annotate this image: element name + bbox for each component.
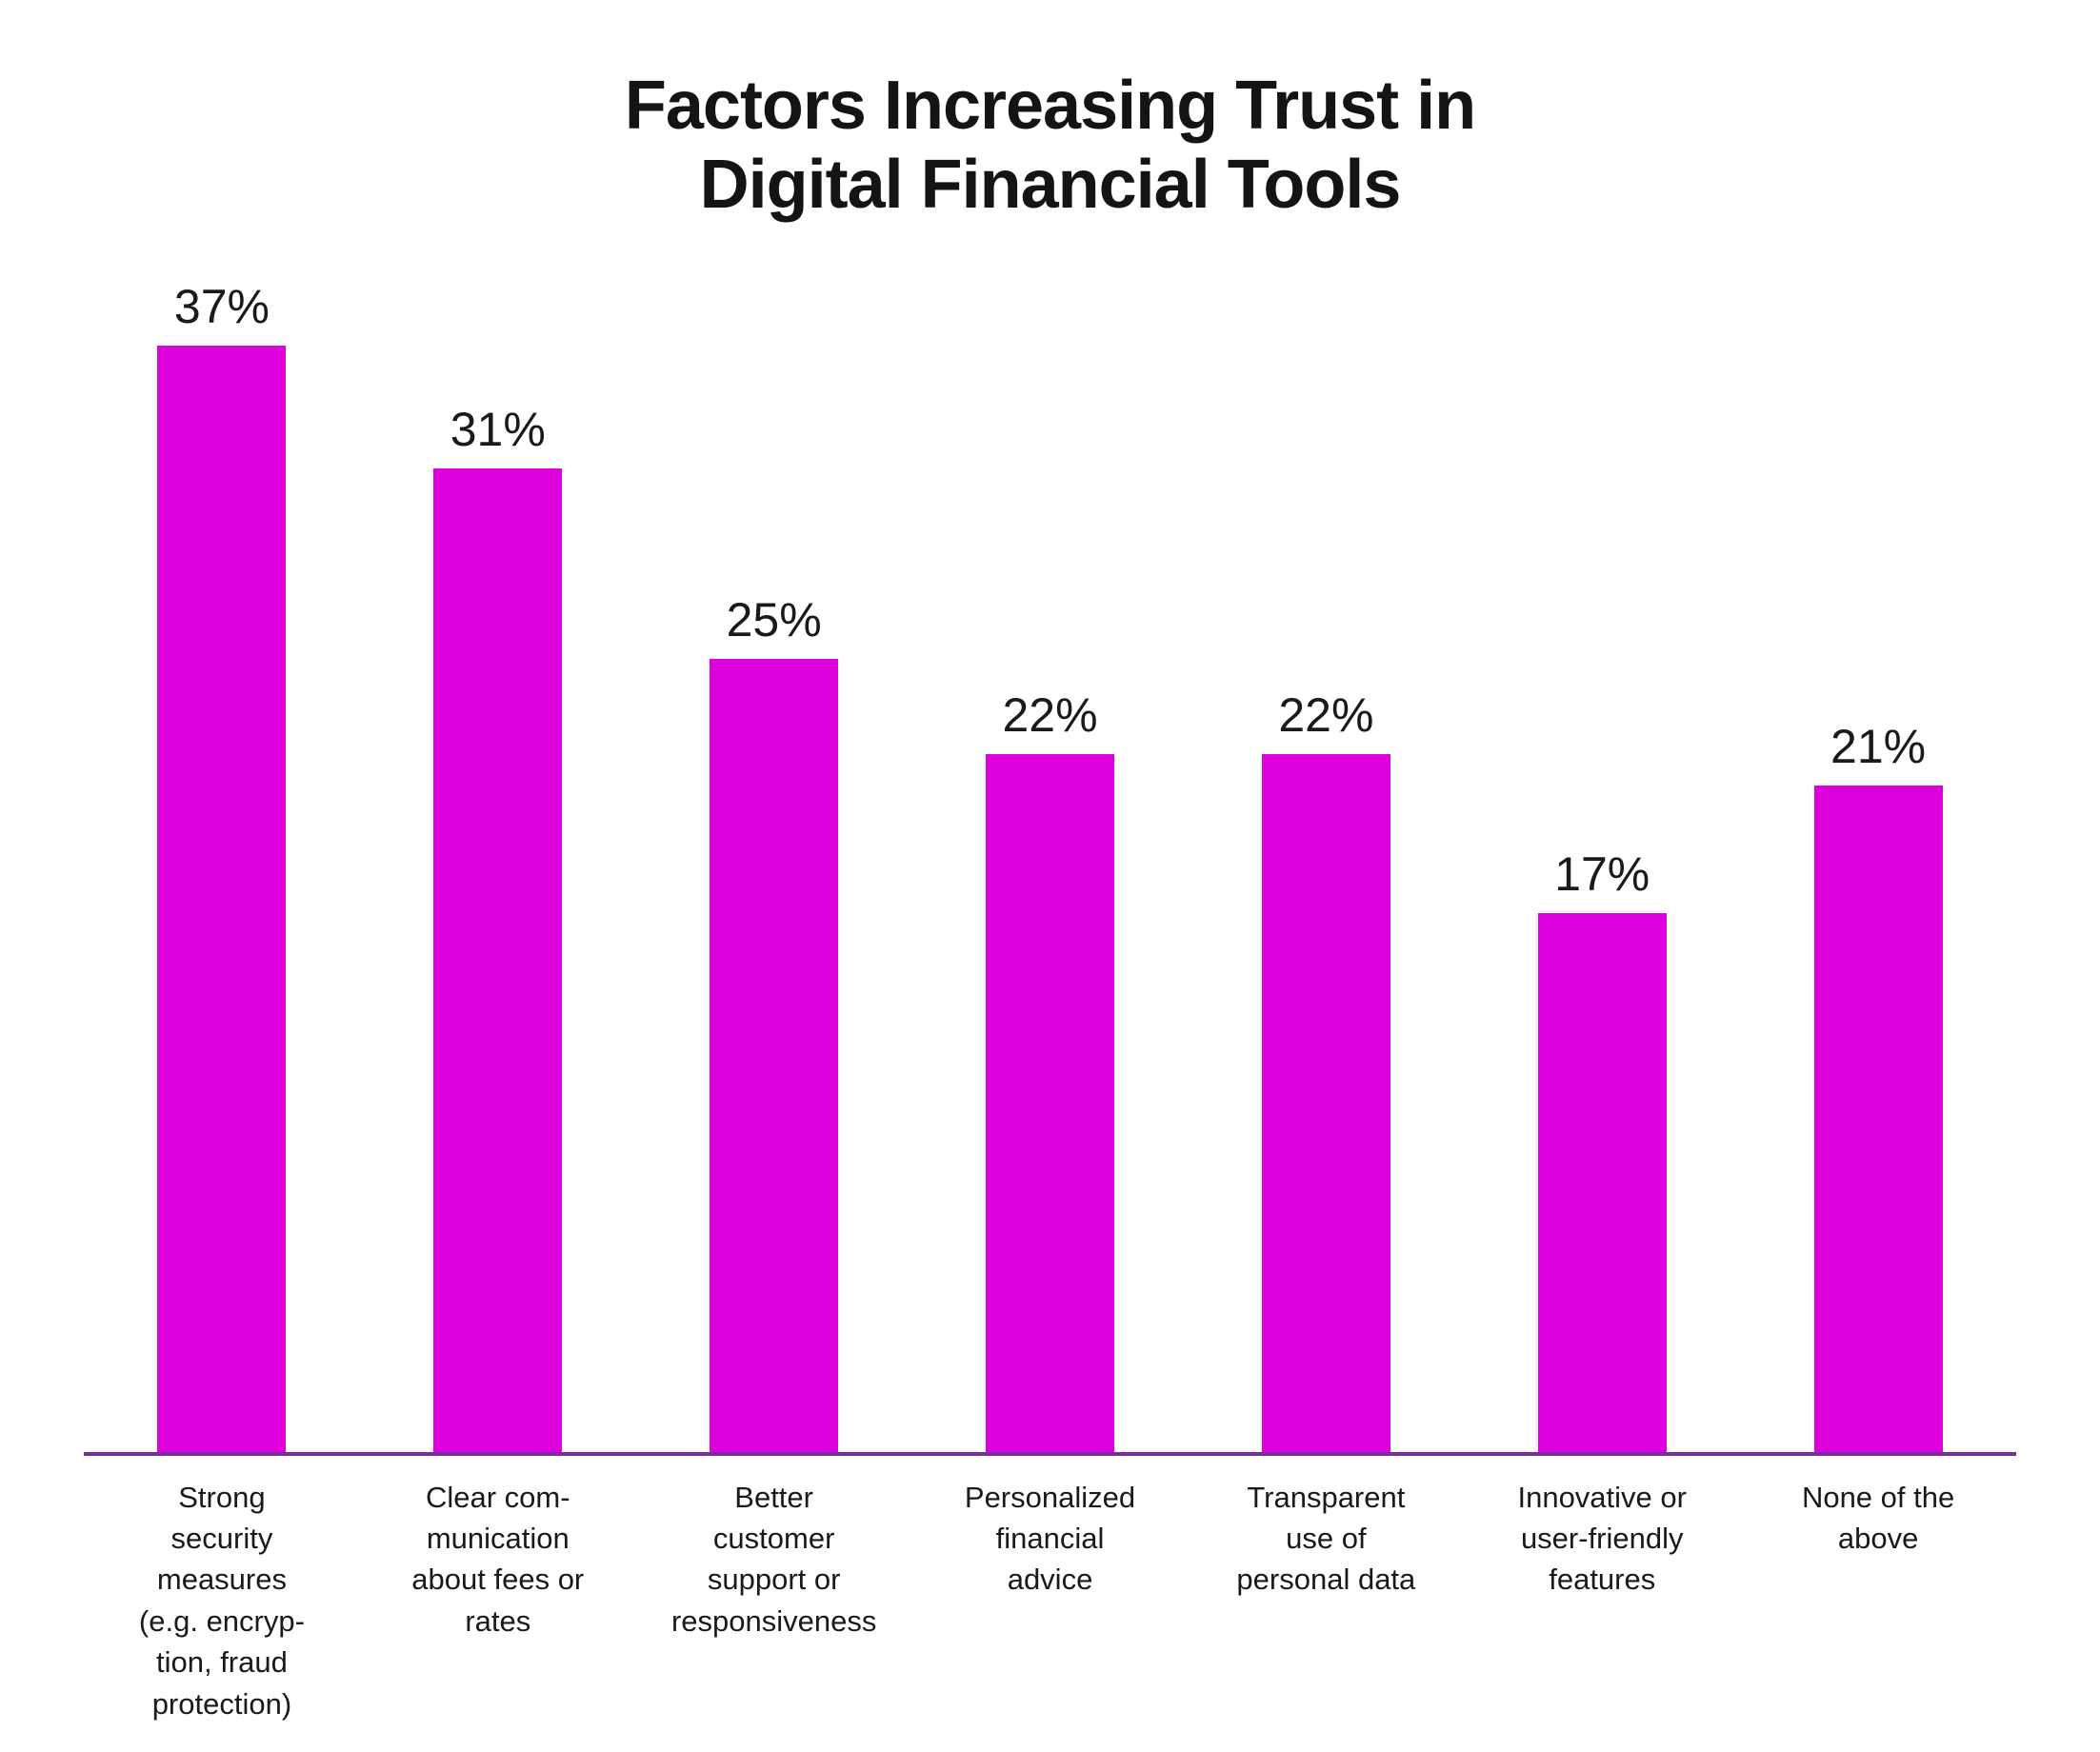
bar-category-label: Innovative or user-friendly features (1517, 1480, 1687, 1597)
chart-title: Factors Increasing Trust in Digital Fina… (624, 68, 1476, 223)
categories-row: Strong security measures (e.g. encryp- t… (84, 1456, 2016, 1724)
bar-value-label: 17% (1554, 846, 1650, 901)
bar-column: 22% (912, 279, 1189, 1452)
bar (1537, 912, 1667, 1452)
chart-page: Factors Increasing Trust in Digital Fina… (0, 67, 2100, 1752)
bar-column: 17% (1464, 279, 1740, 1452)
bar (1813, 786, 1943, 1452)
bar-column: 31% (360, 279, 636, 1452)
bar-column: 21% (1740, 279, 2016, 1452)
bar-chart: 37% 31% 25% 22% 22% 17% 21% Strong security me… (84, 279, 2016, 1724)
bar-category-label: Better customer support or responsivenes… (670, 1480, 877, 1638)
bar-value-label: 37% (173, 279, 270, 333)
bar-category-label: Strong security measures (e.g. encryp- t… (138, 1480, 305, 1721)
x-axis-line (84, 1451, 2016, 1456)
bar-column: 37% (84, 279, 360, 1452)
bar-value-label: 21% (1830, 720, 1927, 774)
bar (710, 659, 839, 1452)
bar (986, 754, 1114, 1452)
bar (1261, 754, 1390, 1452)
bar-value-label: 31% (450, 403, 546, 457)
bar-column: 25% (636, 279, 912, 1452)
bar-category-label: None of the above (1801, 1480, 1955, 1555)
bar-value-label: 22% (1278, 688, 1374, 743)
bar-category-label: Personalized financial advice (964, 1480, 1136, 1597)
bar (157, 345, 287, 1452)
bar-category-label: Clear com- munication about fees or rate… (411, 1480, 585, 1638)
bar-category-label: Transparent use of personal data (1236, 1480, 1416, 1597)
bar-column: 22% (1188, 279, 1464, 1452)
bar-value-label: 22% (1002, 688, 1098, 743)
bar (433, 468, 563, 1452)
bar-value-label: 25% (726, 593, 822, 647)
bars-row: 37% 31% 25% 22% 22% 17% 21% (84, 279, 2016, 1452)
